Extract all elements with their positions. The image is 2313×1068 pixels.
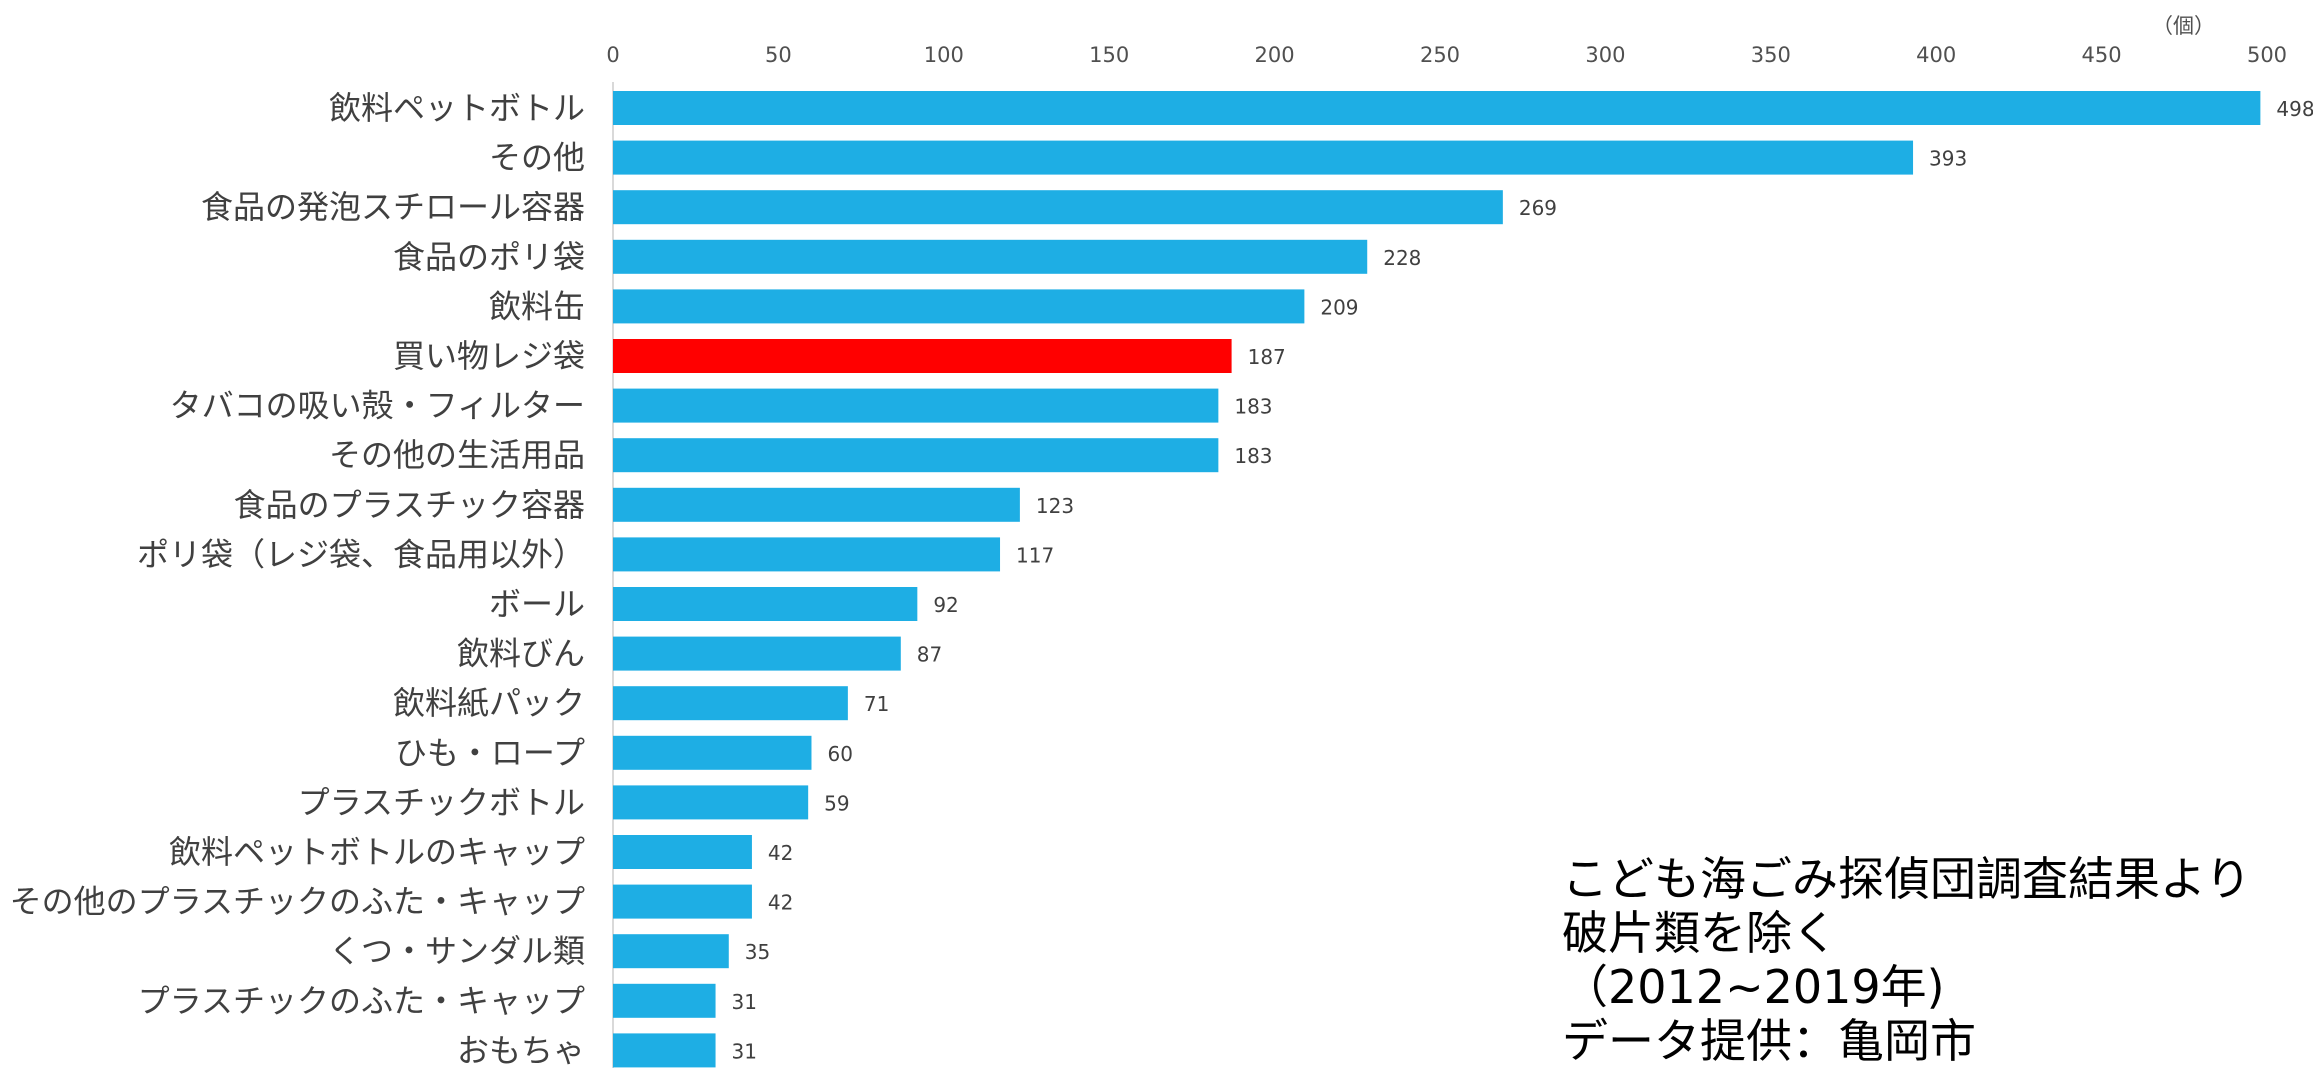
category-label: くつ・サンダル類 [329, 932, 585, 970]
source-note: こども海ごみ探偵団調査結果より 破片類を除く （2012~2019年) データ提… [1562, 852, 2313, 1068]
category-label: その他のプラスチックのふた・キャップ [10, 883, 585, 921]
value-labels: 498 393 269 228 209 187 183 183 123 117 92 87 71 60 59… [732, 97, 2313, 1063]
x-tick-label: 450 [2082, 43, 2122, 67]
bar [613, 785, 809, 820]
x-tick-label: 100 [924, 43, 964, 67]
value-label: 59 [824, 791, 849, 815]
x-tick-label: 400 [1916, 43, 1956, 67]
category-label: その他の生活用品 [329, 436, 585, 474]
bar [613, 735, 812, 770]
value-label: 123 [1036, 494, 1074, 518]
category-label: 買い物レジ袋 [393, 337, 585, 375]
value-label: 92 [933, 593, 958, 617]
value-label: 42 [768, 891, 793, 915]
source-note-line: （2012~2019年) [1562, 960, 1945, 1014]
value-label: 87 [917, 643, 942, 667]
category-label: プラスチックボトル [298, 783, 585, 821]
category-label: 食品のポリ袋 [393, 238, 585, 276]
category-label: ボール [489, 585, 585, 623]
x-tick-label: 150 [1089, 43, 1129, 67]
bar [613, 983, 716, 1018]
bar [613, 537, 1001, 572]
bar [613, 835, 752, 869]
bar [613, 636, 901, 671]
bar [613, 1033, 716, 1068]
unit-label: （個） [2152, 14, 2215, 38]
x-tick-label: 0 [606, 43, 619, 67]
bar [613, 438, 1219, 473]
category-label: 飲料ペットボトルのキャップ [169, 833, 585, 871]
value-label: 117 [1016, 543, 1054, 567]
bar [613, 388, 1219, 423]
category-label: 飲料紙パック [393, 684, 585, 722]
value-label: 269 [1519, 196, 1557, 220]
x-tick-label: 50 [765, 43, 792, 67]
bar [613, 239, 1368, 274]
source-note-line: こども海ごみ探偵団調査結果より [1562, 852, 2252, 906]
bar [613, 91, 2261, 125]
value-label: 498 [2276, 97, 2313, 121]
source-note-line: データ提供：亀岡市 [1562, 1014, 1976, 1068]
x-tick-label: 350 [1751, 43, 1791, 67]
value-label: 35 [745, 940, 770, 964]
category-label: おもちゃ [457, 1031, 585, 1068]
x-tick-label: 300 [1585, 43, 1625, 67]
value-label: 183 [1234, 395, 1272, 419]
value-label: 60 [827, 742, 852, 766]
value-label: 228 [1383, 246, 1421, 270]
category-labels: 飲料ペットボトルその他食品の発泡スチロール容器食品のポリ袋飲料缶買い物レジ袋タバ… [10, 89, 585, 1068]
value-label: 71 [864, 692, 889, 716]
x-tick-label: 500 [2247, 43, 2287, 67]
category-label: 食品の発泡スチロール容器 [201, 188, 585, 226]
category-label: 飲料ペットボトル [329, 89, 585, 127]
category-label: 飲料缶 [489, 287, 585, 325]
value-label: 31 [732, 990, 757, 1014]
value-label: 393 [1929, 147, 1967, 171]
bar [613, 339, 1232, 373]
bar [613, 686, 848, 721]
source-note-line: 破片類を除く [1562, 906, 1838, 960]
x-tick-label: 250 [1420, 43, 1460, 67]
value-label: 209 [1320, 295, 1358, 319]
category-label: 飲料びん [457, 635, 585, 673]
category-label: ポリ袋（レジ袋、食品用以外） [137, 535, 585, 573]
value-label: 42 [768, 841, 793, 865]
category-label: ひも・ロープ [395, 734, 585, 772]
category-label: プラスチックのふた・キャップ [138, 982, 585, 1020]
bar [613, 934, 729, 969]
bar [613, 587, 918, 621]
bar [613, 884, 752, 919]
bars [613, 91, 2261, 1068]
bar [613, 289, 1305, 324]
value-label: 31 [732, 1039, 757, 1063]
value-label: 187 [1248, 345, 1286, 369]
category-label: その他 [489, 139, 585, 177]
bar [613, 140, 1914, 175]
x-tick-label: 200 [1255, 43, 1295, 67]
category-label: 食品のプラスチック容器 [234, 486, 585, 524]
category-label: タバコの吸い殻・フィルター [170, 387, 585, 425]
x-axis: 0 50 100 150 200 250 300 350 400 450 500 [606, 43, 2287, 1068]
bar [613, 190, 1503, 225]
value-label: 183 [1234, 444, 1272, 468]
bar [613, 487, 1020, 522]
